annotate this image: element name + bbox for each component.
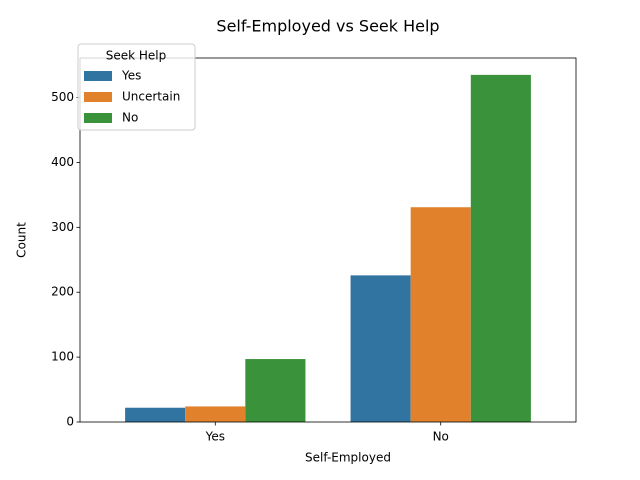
bar-no-no	[470, 74, 531, 423]
legend-items: Yes Uncertain No	[84, 69, 180, 125]
legend-label-no: No	[122, 111, 138, 125]
bar-yes-no	[245, 359, 306, 422]
bar-yes-uncertain	[185, 406, 246, 422]
y-tick-label: 300	[51, 220, 74, 234]
chart-title: Self-Employed vs Seek Help	[216, 17, 439, 36]
legend-swatch-no	[84, 113, 112, 123]
y-axis-label: Count	[15, 222, 29, 258]
y-tick-label: 0	[66, 415, 74, 429]
legend-title: Seek Help	[106, 49, 167, 63]
legend-label-yes: Yes	[121, 69, 141, 83]
bar-yes-yes	[125, 407, 186, 422]
x-axis-ticks: Yes No	[205, 422, 449, 444]
y-tick-label: 100	[51, 350, 74, 364]
bar-no-yes	[350, 275, 411, 422]
legend-box	[77, 43, 196, 131]
legend: Seek Help Yes Uncertain No	[77, 43, 196, 131]
y-tick-label: 400	[51, 155, 74, 169]
bars-layer	[125, 74, 531, 423]
y-axis-ticks: 0 100 200 300 400 500	[51, 90, 80, 429]
x-tick-label: Yes	[205, 430, 225, 444]
legend-swatch-yes	[84, 71, 112, 81]
x-tick-label: No	[433, 430, 449, 444]
y-tick-label: 200	[51, 285, 74, 299]
legend-label-uncertain: Uncertain	[122, 90, 180, 104]
legend-swatch-uncertain	[84, 92, 112, 102]
plot-frame	[79, 57, 577, 423]
bar-no-uncertain	[410, 207, 471, 422]
x-axis-label: Self-Employed	[305, 451, 391, 465]
y-tick-label: 500	[51, 90, 74, 104]
